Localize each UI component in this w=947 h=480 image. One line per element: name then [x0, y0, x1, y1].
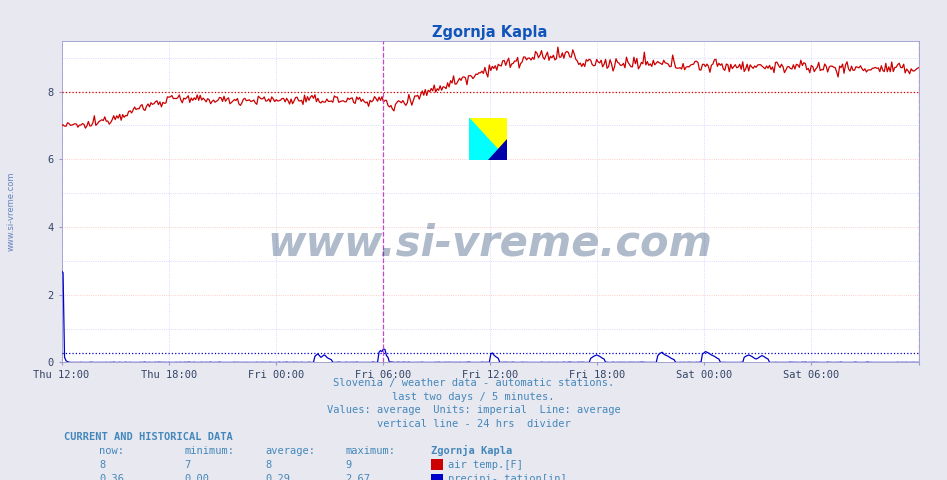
- Text: Zgornja Kapla: Zgornja Kapla: [431, 444, 512, 456]
- Text: precipi- tation[in]: precipi- tation[in]: [448, 474, 566, 480]
- Text: maximum:: maximum:: [346, 445, 396, 456]
- Text: 2.67: 2.67: [346, 474, 370, 480]
- Text: vertical line - 24 hrs  divider: vertical line - 24 hrs divider: [377, 419, 570, 429]
- Text: average:: average:: [265, 445, 315, 456]
- Text: 0.36: 0.36: [99, 474, 124, 480]
- Text: 0.29: 0.29: [265, 474, 290, 480]
- Text: Values: average  Units: imperial  Line: average: Values: average Units: imperial Line: av…: [327, 405, 620, 415]
- Text: minimum:: minimum:: [185, 445, 235, 456]
- Text: last two days / 5 minutes.: last two days / 5 minutes.: [392, 392, 555, 402]
- Text: www.si-vreme.com: www.si-vreme.com: [268, 222, 712, 264]
- Text: Slovenia / weather data - automatic stations.: Slovenia / weather data - automatic stat…: [333, 378, 614, 388]
- Text: www.si-vreme.com: www.si-vreme.com: [7, 171, 16, 251]
- Text: 9: 9: [346, 460, 352, 470]
- Text: 8: 8: [265, 460, 272, 470]
- Text: air temp.[F]: air temp.[F]: [448, 460, 523, 470]
- Text: 7: 7: [185, 460, 191, 470]
- Text: 8: 8: [99, 460, 106, 470]
- Title: Zgornja Kapla: Zgornja Kapla: [433, 24, 547, 40]
- Text: now:: now:: [99, 445, 124, 456]
- Text: 0.00: 0.00: [185, 474, 209, 480]
- Text: CURRENT AND HISTORICAL DATA: CURRENT AND HISTORICAL DATA: [64, 432, 233, 442]
